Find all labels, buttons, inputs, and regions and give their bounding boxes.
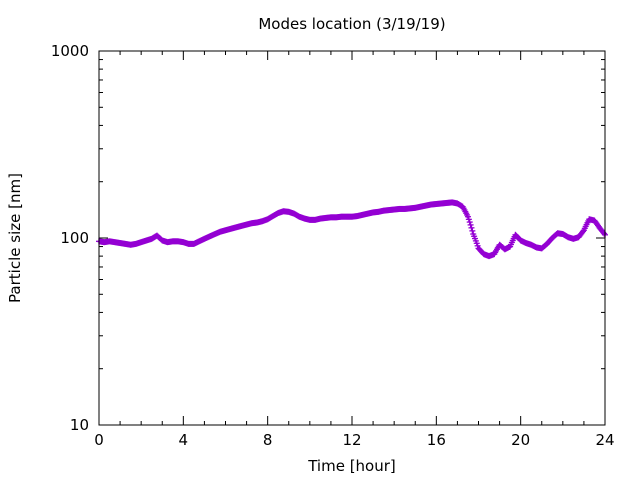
chart-title: Modes location (3/19/19) [258, 15, 445, 33]
x-axis-title: Time [hour] [307, 457, 396, 475]
x-tick-label: 20 [511, 431, 530, 449]
x-tick-label: 4 [179, 431, 189, 449]
x-tick-label: 24 [595, 431, 614, 449]
x-tick-label: 0 [94, 431, 104, 449]
x-tick-label: 8 [263, 431, 273, 449]
data-point [580, 228, 587, 235]
y-tick-label: 1000 [51, 42, 89, 60]
data-points [96, 199, 608, 260]
y-tick-label: 10 [70, 416, 89, 434]
data-point [601, 230, 608, 237]
x-tick-label: 16 [427, 431, 446, 449]
data-point [465, 216, 472, 223]
x-tick-label: 12 [342, 431, 361, 449]
data-point [469, 227, 476, 234]
axis-ticks [98, 50, 606, 426]
y-axis-title: Particle size [nm] [6, 173, 24, 303]
data-point [466, 219, 473, 226]
y-tick-label: 100 [60, 229, 89, 247]
data-point [467, 221, 474, 228]
tick-labels: 0 4 8 12 16 20 24 10 100 1000 [51, 42, 615, 449]
data-point [468, 224, 475, 231]
plot-frame [98, 50, 606, 426]
